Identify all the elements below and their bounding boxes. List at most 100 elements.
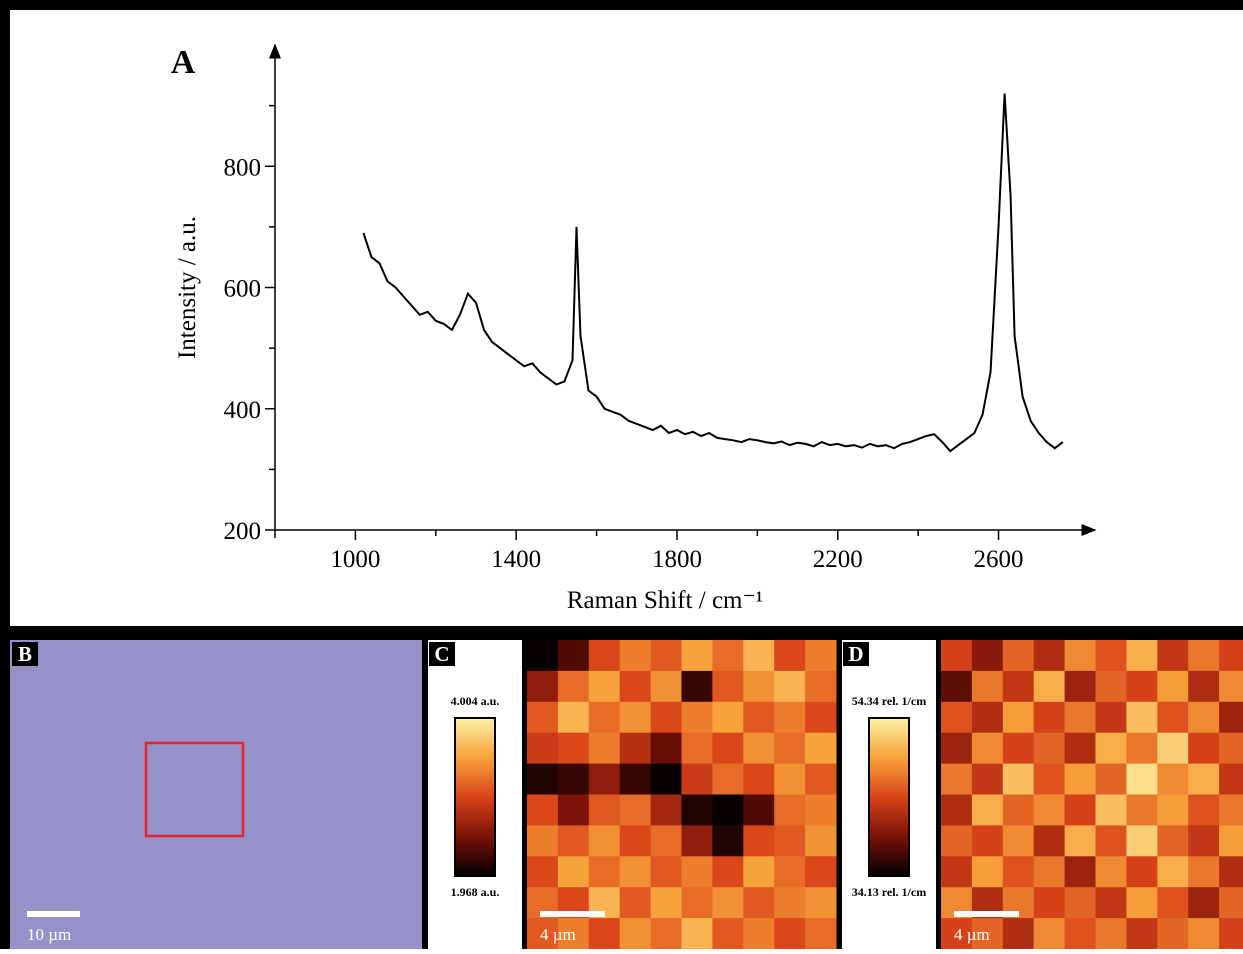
heat-cell <box>743 794 775 826</box>
heat-cell <box>1126 640 1158 672</box>
heat-cell <box>1157 701 1189 734</box>
heat-cell <box>650 670 682 703</box>
heat-cell <box>1002 670 1035 703</box>
heat-cell <box>527 794 559 826</box>
heat-cell <box>1126 794 1158 826</box>
heat-cell <box>712 670 744 703</box>
panel-a-bg <box>10 10 1243 626</box>
heat-cell <box>619 701 652 734</box>
heat-cell <box>588 794 621 826</box>
heat-cell <box>1157 825 1189 857</box>
heat-cell <box>774 825 806 857</box>
heat-cell <box>1219 918 1243 950</box>
heat-cell <box>1219 887 1243 919</box>
heat-cell <box>650 701 682 734</box>
heat-cell <box>650 825 682 857</box>
heat-cell <box>650 918 682 950</box>
scale-bar <box>540 911 605 917</box>
heat-cell <box>712 732 744 765</box>
heat-cell <box>971 763 1004 795</box>
heat-cell <box>805 763 837 795</box>
heat-cell <box>1188 701 1220 734</box>
heat-cell <box>588 763 621 795</box>
heat-cell <box>527 670 559 703</box>
heat-cell <box>774 887 806 919</box>
heat-cell <box>774 732 806 765</box>
heat-cell <box>619 887 652 919</box>
heat-cell <box>1095 701 1127 734</box>
heat-cell <box>941 825 973 857</box>
heat-cell <box>971 794 1004 826</box>
heat-cell <box>743 701 775 734</box>
scale-bar-label: 10 µm <box>27 925 71 944</box>
heat-cell <box>619 732 652 765</box>
heat-cell <box>619 794 652 826</box>
heat-cell <box>1064 670 1096 703</box>
heat-cell <box>1033 794 1066 826</box>
heat-cell <box>971 856 1004 888</box>
heat-cell <box>619 856 652 888</box>
heat-cell <box>1095 763 1127 795</box>
heat-cell <box>1033 732 1066 765</box>
heat-cell <box>1157 732 1189 765</box>
heat-cell <box>588 732 621 765</box>
scale-bar <box>954 911 1019 917</box>
heat-cell <box>1095 918 1127 950</box>
heatmap <box>941 640 1243 950</box>
heat-cell <box>1126 763 1158 795</box>
heat-cell <box>619 825 652 857</box>
heat-cell <box>971 670 1004 703</box>
heat-cell <box>941 640 973 672</box>
heat-cell <box>681 856 713 888</box>
heat-cell <box>650 732 682 765</box>
scale-bar-label: 4 µm <box>954 925 990 944</box>
heat-cell <box>1002 640 1035 672</box>
heat-cell <box>774 640 806 672</box>
heat-cell <box>1033 856 1066 888</box>
heat-cell <box>681 825 713 857</box>
heat-cell <box>1064 794 1096 826</box>
heat-cell <box>619 918 652 950</box>
y-tick-label: 800 <box>224 154 262 181</box>
y-tick-label: 600 <box>224 276 262 303</box>
scale-bar-label: 4 µm <box>540 925 576 944</box>
heat-cell <box>743 825 775 857</box>
heat-cell <box>650 763 682 795</box>
heat-cell <box>557 825 590 857</box>
y-tick-label: 400 <box>224 397 262 424</box>
heat-cell <box>681 918 713 950</box>
heat-cell <box>805 918 837 950</box>
heat-cell <box>1064 732 1096 765</box>
heat-cell <box>1157 763 1189 795</box>
heat-cell <box>805 825 837 857</box>
heat-cell <box>1188 918 1220 950</box>
heat-cell <box>805 701 837 734</box>
heat-cell <box>650 887 682 919</box>
colorbar-max-label: 54.34 rel. 1/cm <box>852 694 926 708</box>
heat-cell <box>774 701 806 734</box>
heat-cell <box>1126 887 1158 919</box>
heat-cell <box>941 701 973 734</box>
heat-cell <box>1157 918 1189 950</box>
heat-cell <box>1064 763 1096 795</box>
heat-cell <box>681 701 713 734</box>
heat-cell <box>971 640 1004 672</box>
heatmap <box>527 640 837 950</box>
heat-cell <box>527 856 559 888</box>
heat-cell <box>527 918 559 950</box>
heat-cell <box>1002 732 1035 765</box>
heat-cell <box>1219 701 1243 734</box>
heat-cell <box>1126 825 1158 857</box>
y-axis-label: Intensity / a.u. <box>174 216 201 359</box>
heat-cell <box>1064 825 1096 857</box>
heat-cell <box>527 701 559 734</box>
heat-cell <box>650 794 682 826</box>
heat-cell <box>743 640 775 672</box>
heat-cell <box>527 732 559 765</box>
heat-cell <box>712 763 744 795</box>
heat-cell <box>971 825 1004 857</box>
heat-cell <box>1064 887 1096 919</box>
heat-cell <box>941 918 973 950</box>
heat-cell <box>588 670 621 703</box>
